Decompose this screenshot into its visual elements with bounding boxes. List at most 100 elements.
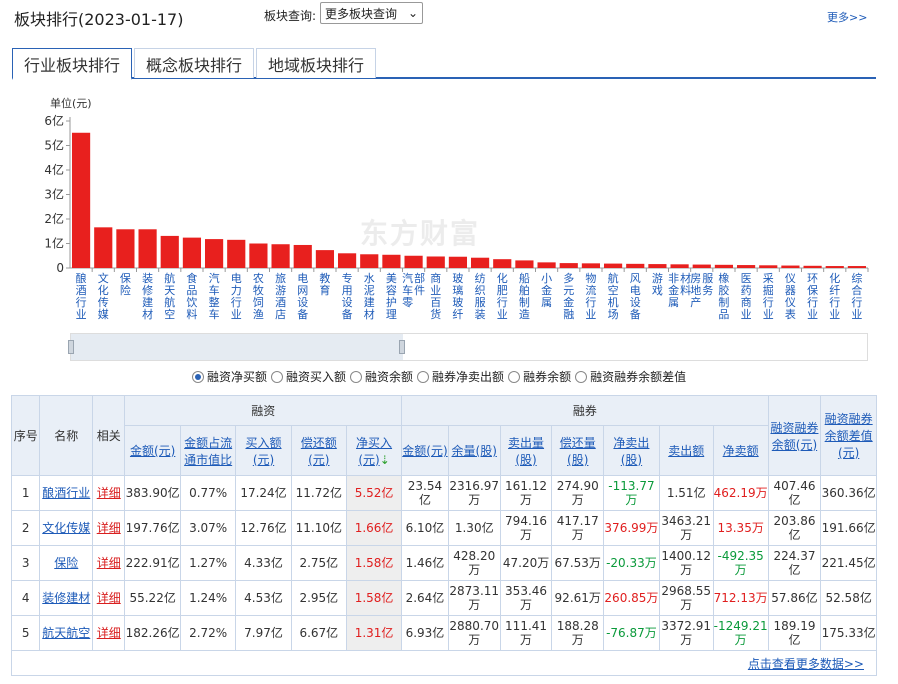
detail-link[interactable]: 详细	[96, 626, 121, 640]
category-label[interactable]: 医药商业	[741, 272, 752, 321]
cell-rz-ratio: 2.72%	[179, 615, 237, 651]
category-label[interactable]: 小金属	[541, 272, 552, 309]
board-name-link[interactable]: 保险	[54, 556, 79, 570]
cell-rq-net-vol: -20.33万	[603, 545, 660, 581]
category-label[interactable]: 化肥行业	[497, 271, 508, 321]
header-rq-sell-amt[interactable]: 卖出额	[658, 425, 714, 476]
board-name-link[interactable]: 航天航空	[42, 626, 91, 640]
category-label[interactable]: 航空机场	[608, 271, 619, 321]
category-label[interactable]: 文化传媒	[98, 271, 109, 321]
bar	[315, 250, 335, 268]
category-label[interactable]: 橡胶制品	[718, 272, 729, 321]
cell-rz-amt: 222.91亿	[124, 545, 181, 581]
category-label[interactable]: 玻璃玻纤	[452, 272, 463, 321]
board-name-link[interactable]: 文化传媒	[42, 521, 91, 535]
detail-link[interactable]: 详细	[96, 591, 121, 605]
category-label[interactable]: 综合行业	[851, 271, 862, 321]
category-label[interactable]: 采掘行业	[763, 272, 774, 321]
category-label[interactable]: 酿酒行业	[76, 271, 87, 321]
category-label[interactable]: 环保行业	[807, 272, 818, 321]
header-rz-repay[interactable]: 偿还额(元)	[290, 425, 347, 476]
radio-dot[interactable]	[271, 370, 284, 383]
detail-link[interactable]: 详细	[96, 521, 121, 535]
header-rq-amt[interactable]: 金额(元)	[401, 425, 449, 476]
radio-dot[interactable]	[192, 370, 204, 383]
category-label[interactable]: 电网设备	[297, 272, 308, 321]
cell-rq-repay-vol: 67.53万	[551, 545, 605, 581]
radio-dot[interactable]	[575, 370, 588, 383]
header-rz-ratio[interactable]: 金额占流通市值比	[179, 425, 237, 476]
bar	[227, 239, 246, 268]
chart-range-slider[interactable]	[68, 333, 868, 361]
header-rq-remain[interactable]: 余量(股)	[447, 425, 501, 476]
category-label[interactable]: 房地产服务	[690, 272, 713, 309]
slider-handle-left[interactable]	[68, 340, 74, 354]
radio-rq-balance[interactable]: 融券余额	[508, 368, 571, 385]
category-label[interactable]: 船舶制造	[519, 271, 530, 321]
header-rq-net-vol[interactable]: 净卖出(股)	[603, 425, 660, 476]
header-rq-sell-vol[interactable]: 卖出量(股)	[499, 425, 553, 476]
table-row: 3 保险 详细 222.91亿 1.27% 4.33亿 2.75亿 1.58亿 1.46亿 428…	[10, 545, 877, 581]
radio-dot[interactable]	[350, 370, 363, 383]
cell-rq-remain: 1.30亿	[447, 510, 501, 546]
bar	[803, 265, 822, 268]
more-link[interactable]: 更多>>	[827, 11, 868, 24]
category-label[interactable]: 纺织服装	[475, 271, 486, 321]
radio-rz-net-buy[interactable]: 融资净买额	[192, 368, 267, 385]
radio-rz-balance[interactable]: 融资余额	[350, 368, 413, 385]
board-query-select[interactable]: 更多板块查询 ⌄	[320, 2, 423, 24]
cell-rz-net: 1.58亿	[345, 545, 403, 581]
category-label[interactable]: 多元金融	[563, 271, 574, 321]
tab-concept[interactable]: 概念板块排行	[134, 48, 254, 78]
bar	[337, 253, 357, 268]
radio-dot[interactable]	[417, 370, 430, 383]
detail-link[interactable]: 详细	[96, 486, 121, 500]
cell-rz-ratio: 3.07%	[179, 510, 237, 546]
category-label[interactable]: 教育	[319, 272, 330, 297]
header-rzrq-amt[interactable]: 融资融券余额(元)	[767, 395, 822, 476]
category-label[interactable]: 非金属材料	[668, 271, 691, 309]
category-label[interactable]: 专用设备	[342, 271, 353, 321]
cell-rq-repay-vol: 274.90万	[551, 475, 605, 511]
header-rz-net[interactable]: 净买入(元)⇣	[345, 425, 403, 476]
radio-rz-buy[interactable]: 融资买入额	[271, 368, 346, 385]
tab-region[interactable]: 地域板块排行	[256, 48, 376, 78]
header-rz-amt[interactable]: 金额(元)	[124, 425, 181, 476]
category-label[interactable]: 仪器仪表	[785, 272, 796, 321]
category-label[interactable]: 物流行业	[585, 271, 596, 321]
more-data-link[interactable]: 点击查看更多数据>>	[747, 657, 864, 671]
category-label[interactable]: 水泥建材	[364, 272, 375, 321]
bar	[626, 263, 645, 268]
cell-rz-repay: 2.75亿	[290, 545, 347, 581]
y-tick-label: 2亿	[44, 211, 64, 226]
category-label[interactable]: 商业百货	[430, 271, 441, 321]
category-label[interactable]: 电力行业	[231, 272, 242, 321]
category-label[interactable]: 航天航空	[164, 271, 175, 321]
category-label[interactable]: 风电设备	[630, 272, 641, 321]
tab-industry[interactable]: 行业板块排行	[12, 48, 132, 80]
header-rq-net-amt[interactable]: 净卖额	[712, 425, 769, 476]
bar	[71, 132, 91, 268]
slider-selection[interactable]	[71, 334, 403, 360]
category-label[interactable]: 游戏	[652, 272, 663, 297]
category-label[interactable]: 食品饮料	[186, 271, 197, 321]
board-name-link[interactable]: 装修建材	[42, 591, 91, 605]
radio-rq-net-sell[interactable]: 融券净卖出额	[417, 368, 504, 385]
category-label[interactable]: 装修建材	[142, 272, 153, 321]
header-rz-buy[interactable]: 买入额(元)	[235, 425, 292, 476]
header-rzrq-diff[interactable]: 融资融券余额差值(元)	[820, 395, 877, 476]
cell-rq-net-amt: 712.13万	[712, 580, 769, 616]
category-label[interactable]: 汽车零部件	[402, 271, 425, 309]
radio-rzrq-diff[interactable]: 融资融券余额差值	[575, 368, 686, 385]
slider-handle-right[interactable]	[399, 340, 405, 354]
category-label[interactable]: 旅游酒店	[275, 271, 286, 321]
category-label[interactable]: 化纤行业	[829, 271, 840, 321]
header-rq-repay-vol[interactable]: 偿还量(股)	[551, 425, 605, 476]
category-label[interactable]: 汽车整车	[209, 271, 220, 321]
board-name-link[interactable]: 酿酒行业	[42, 486, 91, 500]
category-label[interactable]: 保险	[120, 271, 131, 297]
radio-dot[interactable]	[508, 370, 521, 383]
category-label[interactable]: 农牧饲渔	[253, 271, 264, 321]
category-label[interactable]: 美容护理	[386, 272, 397, 321]
detail-link[interactable]: 详细	[96, 556, 121, 570]
